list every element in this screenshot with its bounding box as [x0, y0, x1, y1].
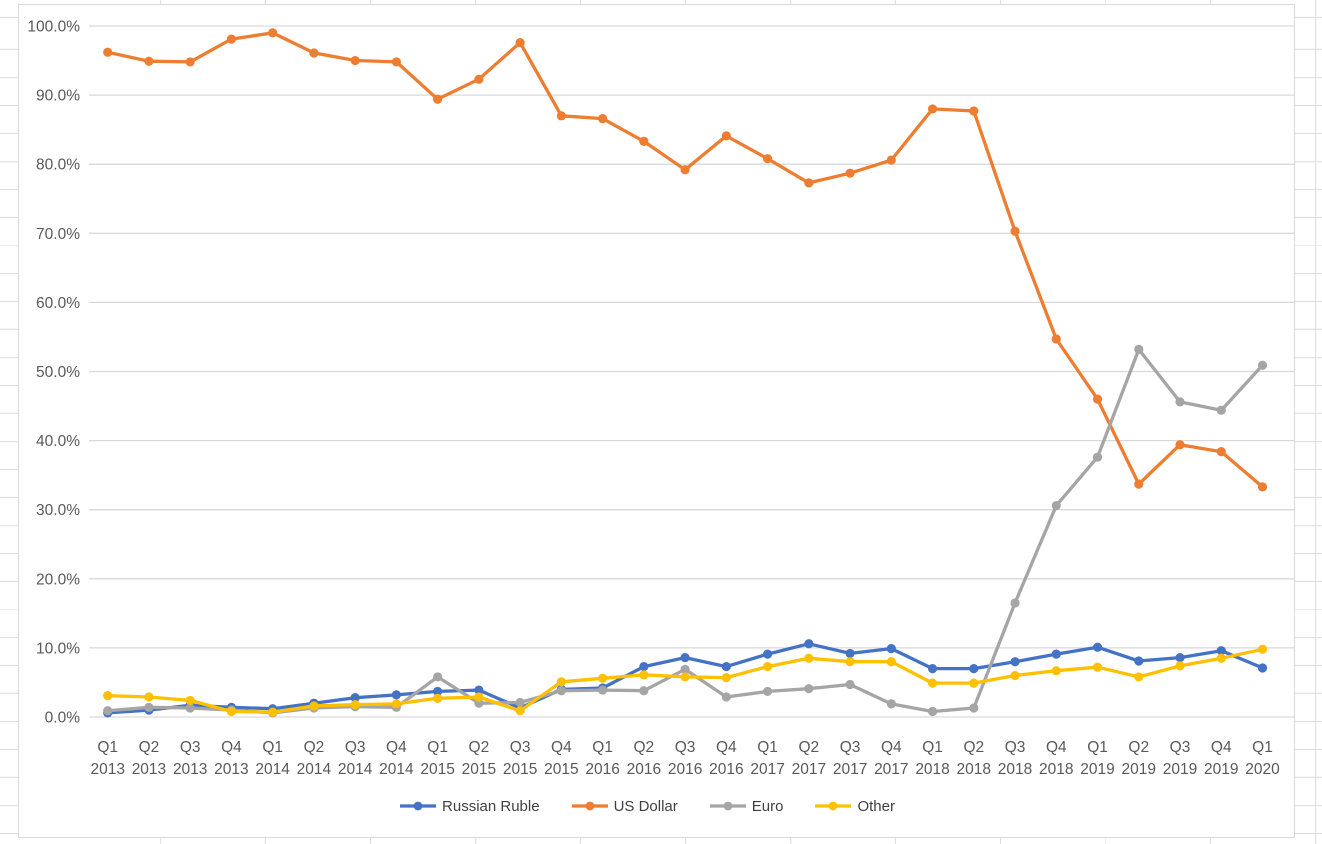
legend-swatch-icon	[709, 801, 746, 811]
legend-label: Russian Ruble	[442, 797, 540, 815]
legend-label: Other	[857, 797, 895, 815]
legend-label: US Dollar	[613, 797, 678, 815]
legend-swatch-icon	[571, 801, 608, 811]
legend-swatch-icon	[400, 801, 437, 811]
legend-item-other: Other	[815, 799, 895, 814]
legend-item-russian-ruble: Russian Ruble	[400, 799, 540, 814]
legend-item-us-dollar: US Dollar	[571, 797, 678, 815]
chart-card	[18, 4, 1295, 838]
legend-item-euro: Euro	[709, 797, 784, 815]
chart-legend: Russian Ruble US Dollar Euro Other	[0, 794, 1295, 818]
legend-label: Euro	[751, 797, 784, 815]
legend-swatch-icon	[815, 801, 852, 811]
